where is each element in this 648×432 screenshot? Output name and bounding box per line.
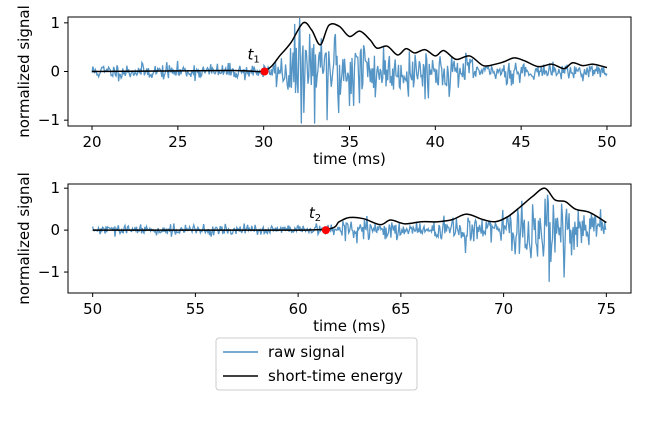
legend: raw signal short-time energy <box>215 337 418 391</box>
x-tick-label: 65 <box>391 300 410 318</box>
y-axis-label: normalized signal <box>15 5 33 138</box>
legend-entry-label: raw signal <box>268 343 345 361</box>
x-tick-label: 30 <box>254 133 273 151</box>
x-axis-label: time (ms) <box>313 150 386 168</box>
y-tick-label: 0 <box>50 63 60 81</box>
bottom-chart-panel: t2 50 55 60 65 70 75 −1 0 1 time (ms) normalized si… <box>15 172 632 335</box>
y-tick-label: −1 <box>38 263 60 281</box>
legend-box <box>215 337 418 391</box>
x-tick-label: 75 <box>597 300 616 318</box>
raw-signal-line <box>91 17 608 124</box>
y-tick-label: 1 <box>50 179 60 197</box>
y-axis-label: normalized signal <box>15 172 33 305</box>
x-tick-label: 50 <box>597 133 616 151</box>
onset-marker <box>260 67 269 76</box>
x-tick-label: 60 <box>289 300 308 318</box>
short-time-energy-line <box>92 187 607 231</box>
x-axis-label: time (ms) <box>313 317 386 335</box>
x-tick-label: 45 <box>512 133 531 151</box>
raw-signal-line <box>92 194 607 282</box>
y-tick-label: 0 <box>50 221 60 239</box>
legend-entry-label: short-time energy <box>268 367 403 385</box>
x-tick-label: 35 <box>340 133 359 151</box>
x-tick-label: 40 <box>426 133 445 151</box>
onset-marker <box>321 226 330 235</box>
onset-label: t2 <box>309 204 321 224</box>
y-tick-label: 1 <box>50 14 60 32</box>
y-tick-label: −1 <box>38 111 60 129</box>
plot-frame <box>67 183 632 294</box>
onset-label: t1 <box>248 46 260 66</box>
top-chart-panel: t1 20 25 30 35 40 45 50 −1 0 1 time (ms) normalized … <box>15 5 632 168</box>
x-tick-label: 20 <box>82 133 101 151</box>
x-tick-label: 70 <box>494 300 513 318</box>
short-time-energy-line <box>92 21 608 73</box>
x-tick-label: 25 <box>168 133 187 151</box>
x-tick-label: 55 <box>186 300 205 318</box>
x-tick-label: 50 <box>83 300 102 318</box>
